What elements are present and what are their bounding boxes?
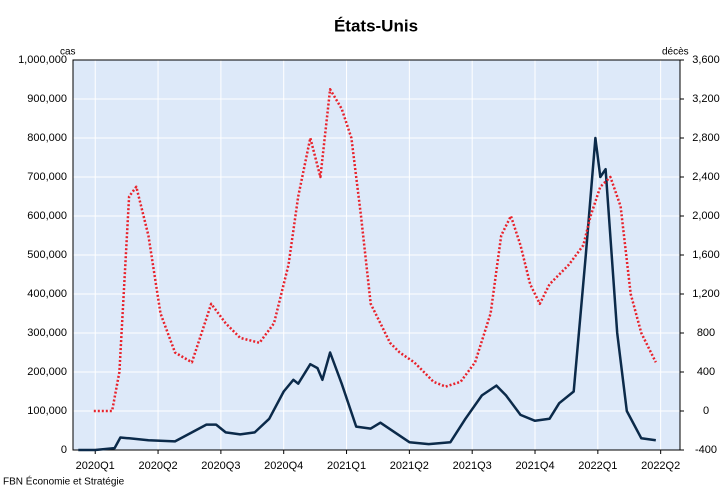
x-tick-label: 2021Q4 (515, 460, 554, 472)
x-tick-label: 2021Q3 (453, 460, 492, 472)
y2-tick-label: 400 (697, 366, 715, 378)
y-tick-label: 600,000 (27, 210, 67, 222)
y2-tick-label: 2,000 (692, 210, 720, 222)
x-tick-label: 2020Q1 (76, 460, 115, 472)
chart-title: États-Unis (334, 16, 418, 35)
y-tick-label: 700,000 (27, 171, 67, 183)
y2-tick-label: 1,200 (692, 288, 720, 300)
x-tick-label: 2021Q1 (327, 460, 366, 472)
x-tick-label: 2022Q2 (641, 460, 680, 472)
x-tick-label: 2020Q3 (201, 460, 240, 472)
y2-tick-label: 0 (703, 405, 709, 417)
y-tick-label: 200,000 (27, 366, 67, 378)
y-tick-label: 500,000 (27, 249, 67, 261)
y2-axis-label: décès (662, 47, 689, 58)
y2-tick-label: -400 (695, 444, 717, 456)
y2-tick-label: 800 (697, 327, 715, 339)
data-line (93, 88, 657, 413)
y-tick-label: 900,000 (27, 93, 67, 105)
plot-frame (72, 59, 681, 451)
x-tick-label: 2021Q2 (390, 460, 429, 472)
x-tick-label: 2020Q4 (264, 460, 303, 472)
y-tick-label: 400,000 (27, 288, 67, 300)
source: FBN Économie et Stratégie (3, 475, 125, 488)
y-tick-label: 100,000 (27, 405, 67, 417)
y2-tick-label: 3,200 (692, 93, 720, 105)
x-tick-label: 2020Q2 (138, 460, 177, 472)
y2-tick-label: 2,800 (692, 132, 720, 144)
y2-tick-label: 2,400 (692, 171, 720, 183)
data-line (78, 136, 656, 452)
y-axis-label: cas (60, 47, 76, 58)
x-tick-label: 2022Q1 (578, 460, 617, 472)
y-tick-label: 800,000 (27, 132, 67, 144)
y2-tick-label: 1,600 (692, 249, 720, 261)
y-tick-label: 300,000 (27, 327, 67, 339)
y-tick-label: 1,000,000 (18, 54, 67, 66)
y-tick-label: 0 (61, 444, 67, 456)
y2-tick-label: 3,600 (692, 54, 720, 66)
